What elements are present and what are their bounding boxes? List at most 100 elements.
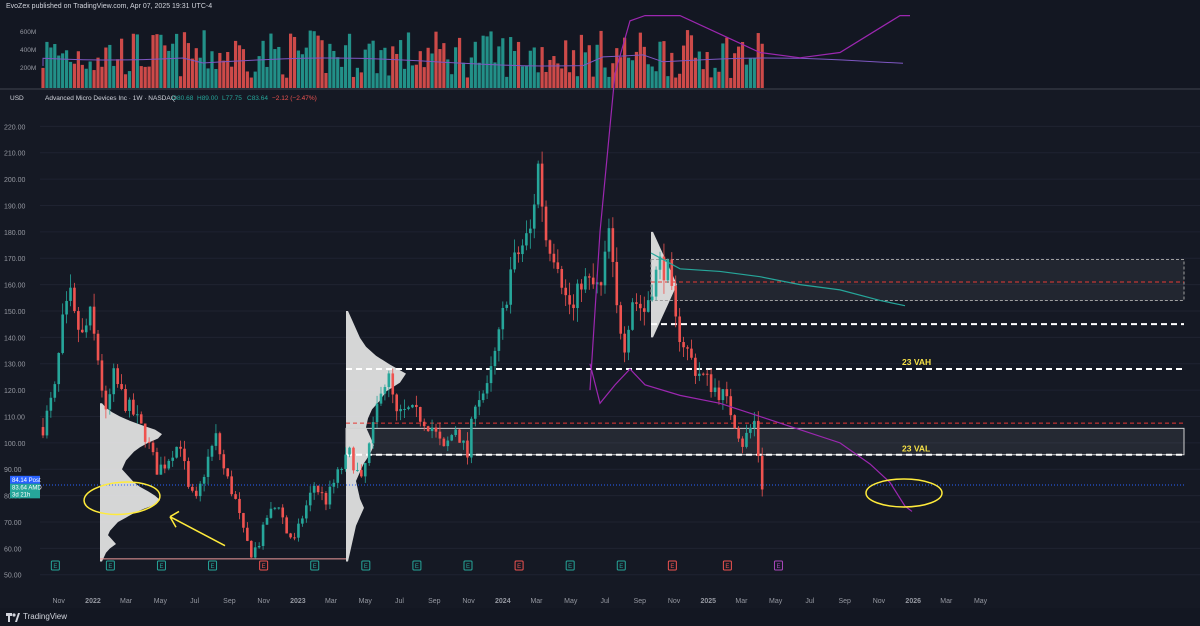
candle-body [422,421,426,427]
candle-body [438,431,442,439]
x-tick-label: Nov [462,598,475,605]
candle-body [615,261,619,306]
candle-body [155,452,159,475]
x-tick-label: Mar [940,598,953,605]
volume-bar [131,33,135,88]
volume-bar [422,67,426,88]
candle-body [529,228,532,234]
tradingview-logo[interactable]: TradingView [6,608,67,626]
candle-body [658,256,662,270]
price-chart[interactable]: 220.00 210.00 200.00 190.00 180.00 170.00 160.… [0,14,1200,608]
volume-bar [418,51,422,88]
earnings-marker-letter: E [466,564,470,570]
volume-bar [230,66,234,88]
earnings-marker [105,560,115,571]
volume-bar [375,73,379,88]
candle-body [709,374,713,393]
volume-bar [752,58,756,88]
volume-bar [277,46,281,88]
candle-body [104,390,108,410]
volume-bar [442,43,446,88]
footer-bar: TradingView [0,608,1200,626]
arrow-shaft [169,516,226,547]
volume-bar [371,40,375,88]
candle-body [112,368,116,395]
candle-body [580,283,583,290]
y-tick-label: 50.00 [4,573,22,580]
candle-body [61,314,64,353]
candle-body [45,410,49,436]
volume-bar [548,59,552,88]
volume-bar [646,64,650,88]
volume-bar [355,67,359,88]
volume-bar [579,34,584,88]
volume-bar [575,76,580,88]
x-tick-label: Sep [223,598,236,605]
candle-body [151,442,155,453]
volume-bar [300,54,304,88]
candle-body [336,469,340,483]
candle-body [261,524,265,546]
x-tick-label: Jul [190,598,199,605]
volume-bar [88,61,92,88]
volume-bar [218,52,222,88]
candle-body [163,464,167,469]
volume-bar [324,73,328,88]
candle-body [128,399,131,411]
volume-bar [143,66,147,88]
volume-bar [253,71,257,88]
candle-body [132,399,135,415]
volume-bar [587,45,591,88]
x-tick-label: Jul [805,598,814,605]
earnings-marker-letter: E [313,564,317,570]
candle-body [340,468,343,470]
volume-bar [198,57,202,88]
volume-bar [292,36,297,88]
volume-bar [387,75,391,88]
x-tick-label: Mar [120,598,133,605]
volume-bar [402,68,407,88]
candle-body [572,304,575,309]
volume-bar [509,37,513,88]
candle-body [399,409,402,412]
volume-bar [461,62,466,88]
x-tick-label: May [974,598,988,605]
y-tick-label: 60.00 [4,546,22,553]
x-tick-label: Nov [873,598,886,605]
earnings-marker [722,560,732,571]
candle-body [391,373,395,395]
symbol-title: Advanced Micro Devices Inc · 1W · NASDAQ [45,95,176,102]
candle-body [332,482,336,487]
candle-body [525,233,528,246]
candle-body [481,393,485,401]
volume-bar [693,57,697,88]
volume-bar [410,65,415,88]
earnings-marker [667,560,677,571]
x-tick-label: May [154,598,168,605]
candle-body [57,352,61,385]
volume-bar [623,37,627,88]
candle-body [175,446,178,458]
volume-bar [568,72,572,88]
ohlc-value: H89.00 [197,95,218,102]
candle-body [285,517,288,534]
x-tick-label: May [769,598,783,605]
tradingview-icon [6,612,20,622]
volume-bar [383,47,387,88]
candle-body [328,486,332,505]
highlight-ellipse-right [865,478,943,508]
volume-bar [194,48,198,88]
candle-body [493,350,497,367]
candle-body [607,228,611,252]
volume-bar [454,47,458,88]
earnings-marker-letter: E [262,564,266,570]
candle-body [171,457,174,461]
ohlc-value: L77.75 [222,95,242,102]
earnings-marker [208,560,218,571]
earnings-marker [773,560,783,571]
candle-body [415,404,418,408]
candle-body [253,547,257,558]
y-tick-label: 190.00 [4,203,26,210]
earnings-marker [156,560,166,571]
volume-bar [222,60,226,88]
